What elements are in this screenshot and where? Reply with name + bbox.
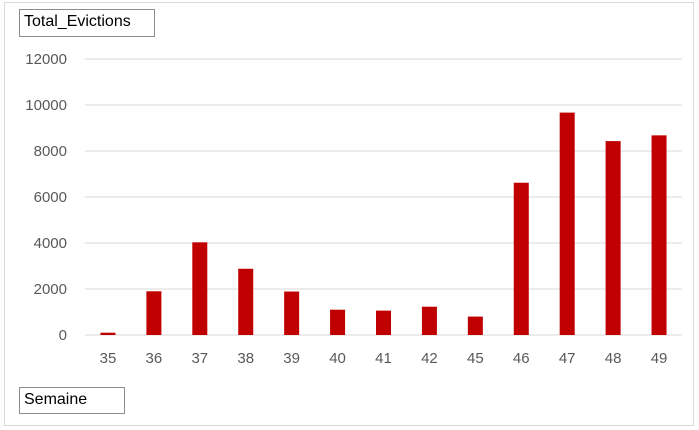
x-tick-label: 45 <box>467 350 484 367</box>
y-tick-label: 2000 <box>34 281 67 298</box>
bar[interactable] <box>284 291 300 335</box>
bar[interactable] <box>467 316 483 335</box>
x-tick-label: 48 <box>605 350 622 367</box>
y-tick-label: 10000 <box>25 97 67 114</box>
x-tick-label: 49 <box>651 350 668 367</box>
x-tick-label: 36 <box>146 350 163 367</box>
y-tick-label: 0 <box>59 327 67 344</box>
x-tick-label: 41 <box>375 350 392 367</box>
value-field-button[interactable]: Total_Evictions <box>19 9 155 37</box>
x-tick-label: 38 <box>237 350 254 367</box>
x-tick-label: 47 <box>559 350 576 367</box>
x-tick-label: 37 <box>191 350 208 367</box>
bar[interactable] <box>605 141 621 335</box>
bar[interactable] <box>192 242 208 335</box>
y-tick-label: 12000 <box>25 51 67 68</box>
x-tick-label: 35 <box>100 350 117 367</box>
bar[interactable] <box>146 291 162 335</box>
chart-area <box>4 2 694 426</box>
x-tick-label: 46 <box>513 350 530 367</box>
bar[interactable] <box>238 268 254 335</box>
y-tick-label: 8000 <box>34 143 67 160</box>
axis-field-button[interactable]: Semaine <box>19 387 125 414</box>
x-tick-label: 42 <box>421 350 438 367</box>
y-tick-label: 6000 <box>34 189 67 206</box>
bar[interactable] <box>376 310 391 335</box>
bar[interactable] <box>559 112 575 335</box>
bar[interactable] <box>651 135 667 335</box>
bar[interactable] <box>421 306 437 335</box>
x-tick-label: 40 <box>329 350 346 367</box>
bar[interactable] <box>100 332 116 335</box>
bar[interactable] <box>330 309 346 335</box>
y-tick-label: 4000 <box>34 235 67 252</box>
x-tick-label: 39 <box>283 350 300 367</box>
bar[interactable] <box>513 182 529 335</box>
